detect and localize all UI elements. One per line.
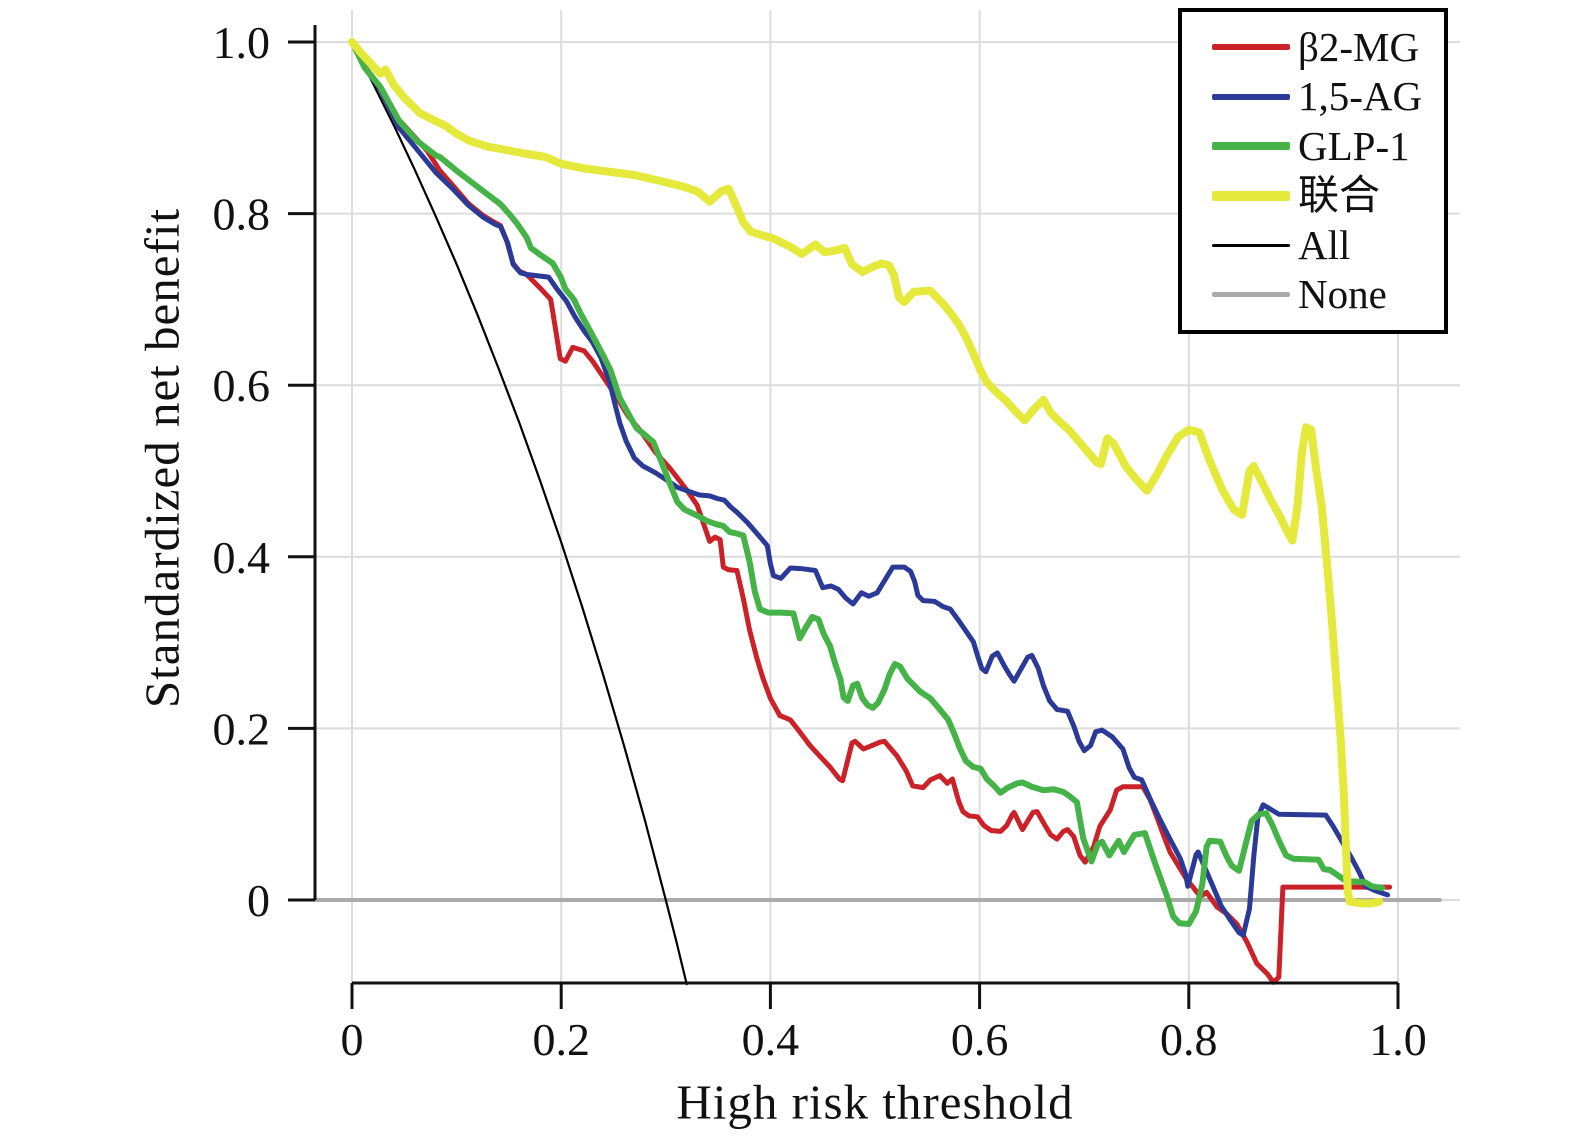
legend-label-all: All xyxy=(1298,221,1351,268)
x-tick-label: 1.0 xyxy=(1369,1014,1427,1065)
legend-label-15ag: 1,5-AG xyxy=(1298,73,1423,120)
x-axis-label: High risk threshold xyxy=(676,1074,1074,1130)
legend-label-none: None xyxy=(1298,271,1387,318)
x-tick-label: 0.4 xyxy=(742,1014,800,1065)
legend-line-sample-glp1 xyxy=(1212,142,1290,151)
legend-label-glp1: GLP-1 xyxy=(1298,122,1410,169)
series-line-1 xyxy=(349,39,1390,938)
legend-label-combined: 联合 xyxy=(1298,172,1380,219)
legend-line-sample-all xyxy=(1212,243,1290,247)
x-tick-label: 0.6 xyxy=(951,1014,1009,1065)
legend-item-combined: 联合 xyxy=(1212,175,1438,216)
x-tick-label: 0.8 xyxy=(1160,1014,1218,1065)
legend-item-b2mg: β2-MG xyxy=(1212,23,1438,70)
legend-line-sample-combined xyxy=(1212,190,1290,201)
y-tick-label: 0.8 xyxy=(213,189,271,240)
legend-item-15ag: 1,5-AG xyxy=(1212,76,1438,117)
y-tick-label: 0 xyxy=(247,875,270,926)
legend: β2-MG 1,5-AG GLP-1 联合 All None xyxy=(1178,8,1448,334)
y-axis-label: Standardized net benefit xyxy=(134,207,190,709)
y-tick-label: 0.6 xyxy=(213,360,271,411)
x-tick-label: 0.2 xyxy=(532,1014,590,1065)
series-line-3 xyxy=(348,38,1384,908)
legend-line-sample-15ag xyxy=(1212,93,1290,100)
y-tick-label: 0.2 xyxy=(213,703,271,754)
legend-item-none: None xyxy=(1212,274,1438,315)
y-tick-label: 0.4 xyxy=(213,532,271,583)
legend-line-sample-none xyxy=(1212,292,1290,298)
series-line-2 xyxy=(349,39,1386,927)
legend-line-sample-b2mg xyxy=(1212,44,1290,51)
legend-item-all: All xyxy=(1212,221,1438,268)
legend-label-b2mg: β2-MG xyxy=(1298,23,1420,70)
legend-item-glp1: GLP-1 xyxy=(1212,122,1438,169)
y-tick-label: 1.0 xyxy=(213,17,271,68)
x-tick-label: 0 xyxy=(341,1014,364,1065)
series-line-4 xyxy=(350,40,688,986)
